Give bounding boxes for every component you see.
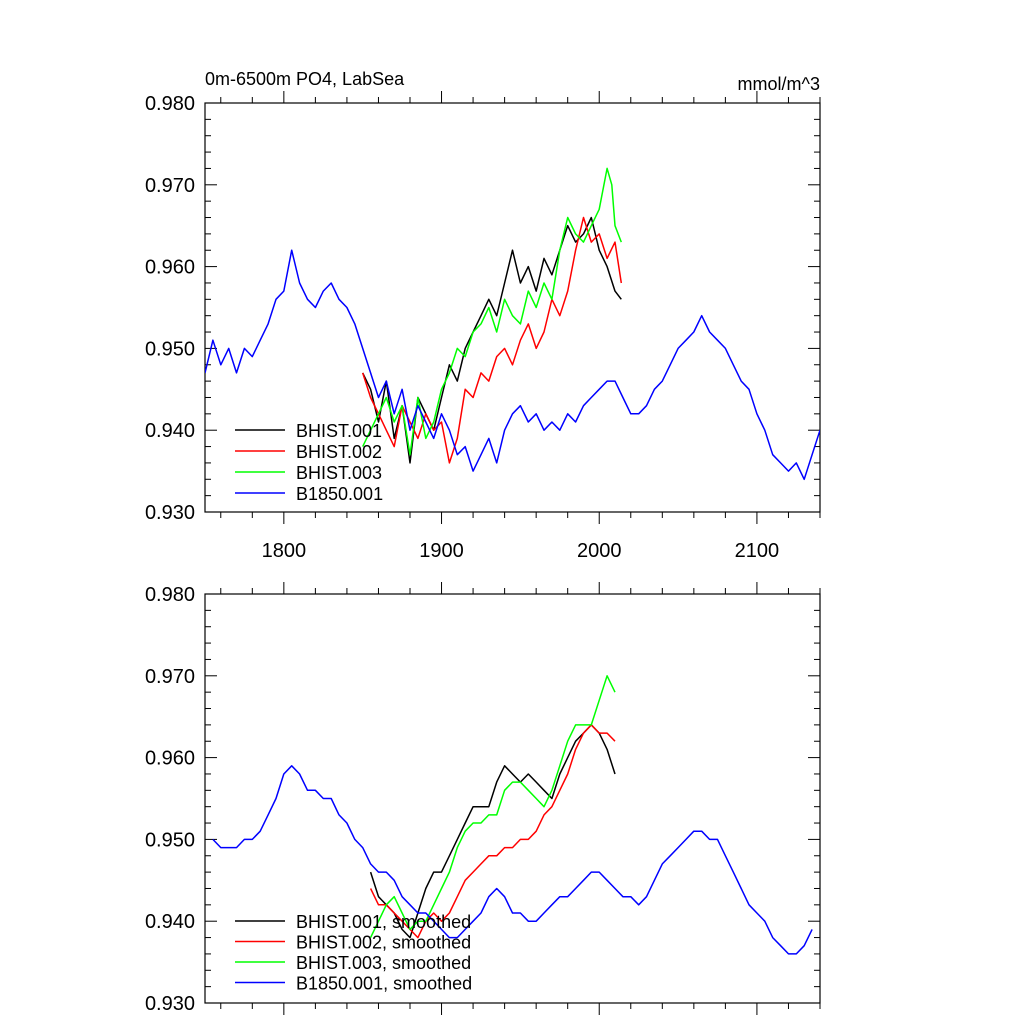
y-tick-label: 0.970	[145, 666, 195, 688]
series-line-b1850-001-smoothed	[212, 765, 813, 955]
legend-label: B1850.001	[296, 484, 383, 504]
y-tick-label: 0.950	[145, 338, 195, 360]
x-tick-label: 2000	[577, 540, 622, 562]
chart-title: 0m-6500m PO4, LabSea	[205, 69, 405, 89]
legend-label: B1850.001, smoothed	[296, 974, 472, 994]
series-line-bhist-002	[361, 216, 623, 464]
series-line-bhist-002-smoothed	[369, 724, 616, 939]
bottom-panel: 0.930 0.940 0.950 0.960 0.970 0.980 BHIST.001,…	[145, 582, 821, 1015]
legend-label: BHIST.002	[296, 442, 382, 462]
series-line-bhist-003-smoothed	[369, 675, 616, 938]
units-label: mmol/m^3	[738, 74, 820, 94]
series-line-bhist-003	[362, 167, 623, 456]
plot-frame	[204, 102, 821, 513]
y-tick-label: 0.960	[145, 257, 195, 279]
top-panel: 0.930 0.940 0.950 0.960 0.970 0.980 1800 1900 20…	[145, 69, 821, 562]
plot-frame	[204, 593, 821, 1004]
y-tick-label: 0.940	[145, 420, 195, 442]
y-tick-label: 0.940	[145, 911, 195, 933]
legend-label: BHIST.001, smoothed	[296, 912, 471, 932]
legend-label: BHIST.002, smoothed	[296, 933, 471, 953]
y-tick-label: 0.970	[145, 175, 195, 197]
legend-label: BHIST.003	[296, 463, 382, 483]
y-tick-label: 0.980	[145, 93, 195, 115]
legend-label: BHIST.001	[296, 421, 382, 441]
y-tick-label: 0.980	[145, 584, 195, 606]
x-tick-label: 1800	[262, 540, 307, 562]
y-tick-label: 0.930	[145, 993, 195, 1015]
y-tick-label: 0.960	[145, 748, 195, 770]
x-tick-label: 1900	[419, 540, 464, 562]
x-tick-label: 2100	[735, 540, 780, 562]
legend-label: BHIST.003, smoothed	[296, 953, 471, 973]
y-tick-label: 0.930	[145, 502, 195, 524]
series-line-b1850-001	[205, 249, 820, 481]
y-tick-label: 0.950	[145, 829, 195, 851]
series-line-bhist-001	[362, 216, 622, 464]
series-line-bhist-001-smoothed	[369, 724, 616, 939]
